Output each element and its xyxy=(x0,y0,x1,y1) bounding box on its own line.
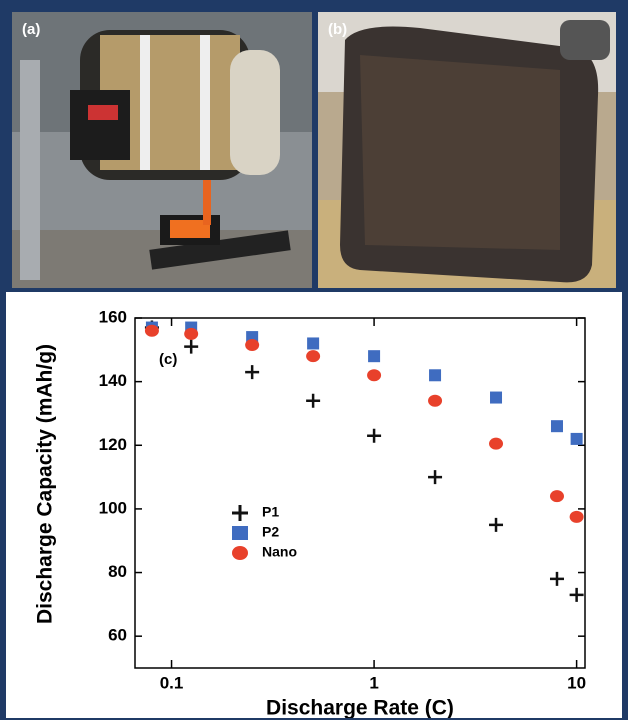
marker xyxy=(550,420,563,433)
y-tick-label: 160 xyxy=(99,307,127,326)
marker xyxy=(490,391,503,404)
y-tick-label: 60 xyxy=(108,626,127,645)
marker xyxy=(306,350,321,363)
chart: (c) Discharge Capacity (mAh/g) Discharge… xyxy=(6,292,622,718)
x-tick-label: 10 xyxy=(567,673,586,692)
marker xyxy=(549,490,564,503)
marker xyxy=(184,327,199,340)
legend-label: Nano xyxy=(262,544,297,560)
marker xyxy=(428,394,443,407)
marker xyxy=(428,470,443,485)
legend-swatch xyxy=(232,526,248,540)
panel-label: (a) xyxy=(22,21,40,38)
marker xyxy=(570,432,583,445)
marker xyxy=(367,428,382,443)
marker xyxy=(549,571,564,586)
photo-a: (a) xyxy=(12,12,312,288)
y-tick-label: 140 xyxy=(99,371,127,390)
marker xyxy=(306,393,321,408)
y-tick-label: 120 xyxy=(99,435,127,454)
y-tick-label: 100 xyxy=(99,498,127,517)
panel-label: (c) xyxy=(159,351,177,368)
panel-label: (b) xyxy=(328,21,347,38)
marker xyxy=(489,437,504,450)
marker xyxy=(569,587,584,602)
legend-swatch xyxy=(232,546,248,560)
marker xyxy=(307,337,320,350)
x-axis-label: Discharge Rate (C) xyxy=(266,697,454,718)
marker xyxy=(144,324,159,337)
marker xyxy=(569,510,584,523)
marker xyxy=(245,365,260,380)
photos: (a) (b) xyxy=(12,12,616,288)
y-tick-label: 80 xyxy=(108,562,127,581)
photo-b: (b) xyxy=(318,12,616,288)
marker xyxy=(367,369,382,382)
marker xyxy=(245,339,260,352)
marker xyxy=(368,350,381,363)
legend-label: P2 xyxy=(262,524,279,540)
marker xyxy=(184,339,199,354)
marker xyxy=(489,517,504,532)
plot-frame xyxy=(134,317,586,669)
x-tick-label: 0.1 xyxy=(160,673,184,692)
legend-swatch xyxy=(232,505,248,521)
marker xyxy=(429,369,442,382)
x-tick-label: 1 xyxy=(369,673,378,692)
y-axis-label: Discharge Capacity (mAh/g) xyxy=(34,344,57,624)
legend-label: P1 xyxy=(262,504,279,520)
